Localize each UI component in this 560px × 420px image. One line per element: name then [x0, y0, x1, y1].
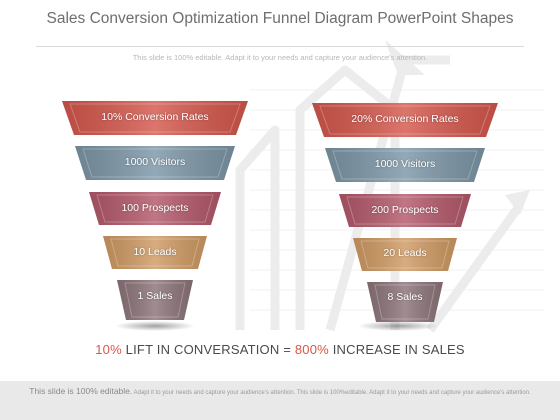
- funnel-left-segment-5-label: 1 Sales: [137, 290, 173, 302]
- funnel-right-segment-4-rim: [360, 240, 450, 269]
- summary-increase-value: 800%: [294, 342, 329, 357]
- funnel-left-segment-2-label: 1000 Visitors: [124, 156, 186, 168]
- funnel-left-segment-4-label: 10 Leads: [133, 246, 177, 258]
- summary-lift-text: LIFT IN CONVERSATION =: [121, 342, 295, 357]
- funnel-right: [312, 103, 498, 331]
- funnel-left-segment-5-gloss: [117, 280, 193, 320]
- funnel-left-segment-3-gloss: [89, 192, 221, 225]
- funnel-left-segment-1-label: 10% Conversion Rates: [101, 111, 209, 123]
- title-divider: [36, 46, 524, 47]
- funnel-left-segment-3-label: 100 Prospects: [121, 202, 189, 214]
- funnel-right-segment-3-gloss: [339, 194, 471, 227]
- background-arrows: [235, 40, 545, 333]
- funnel-right-segment-2-rim: [332, 150, 478, 180]
- funnel-left-segment-4-rim: [110, 238, 200, 267]
- summary-increase-text: INCREASE IN SALES: [328, 342, 465, 357]
- page-subtitle: This slide is 100% editable. Adapt it to…: [132, 53, 428, 62]
- funnel-left-segment-3-rim: [96, 194, 214, 223]
- funnel-right-segment-2-gloss: [325, 148, 485, 182]
- footer-rest: Adapt it to your needs and capture your …: [132, 390, 531, 396]
- funnel-right-segment-4-label: 20 Leads: [383, 247, 427, 259]
- footer-bar: This slide is 100% editable. Adapt it to…: [0, 381, 560, 420]
- funnel-left-segment-5-rim: [124, 282, 186, 318]
- funnel-right-segment-2-label: 1000 Visitors: [374, 158, 436, 170]
- funnel-right-segment-5-label: 8 Sales: [387, 291, 423, 303]
- funnel-right-segment-5-rim: [374, 284, 436, 320]
- funnel-right-segment-1-rim: [319, 105, 491, 135]
- funnel-left-segment-1-gloss: [62, 101, 248, 135]
- funnel-right-segment-1-label: 20% Conversion Rates: [351, 113, 459, 125]
- footer-text: This slide is 100% editable. Adapt it to…: [6, 387, 554, 398]
- funnel-left-shadow: [115, 321, 195, 331]
- summary-statement: 10% LIFT IN CONVERSATION = 800% INCREASE…: [0, 342, 560, 357]
- funnel-right-segment-1-gloss: [312, 103, 498, 137]
- funnel-left: [62, 101, 248, 331]
- page-title: Sales Conversion Optimization Funnel Dia…: [46, 10, 514, 27]
- funnel-right-segment-4-gloss: [353, 238, 457, 271]
- funnel-left-segment-1-rim: [69, 103, 241, 133]
- funnel-left-segment-4-gloss: [103, 236, 207, 269]
- funnel-right-segment-5-gloss: [367, 282, 443, 322]
- summary-lift-value: 10%: [95, 342, 122, 357]
- funnel-right-segment-3-rim: [346, 196, 464, 225]
- funnel-right-segment-3-label: 200 Prospects: [371, 204, 439, 216]
- funnel-left-segment-2-rim: [82, 148, 228, 178]
- funnel-left-segment-2-gloss: [75, 146, 235, 180]
- footer-lead: This slide is 100% editable.: [29, 386, 133, 396]
- funnel-right-shadow: [358, 321, 438, 331]
